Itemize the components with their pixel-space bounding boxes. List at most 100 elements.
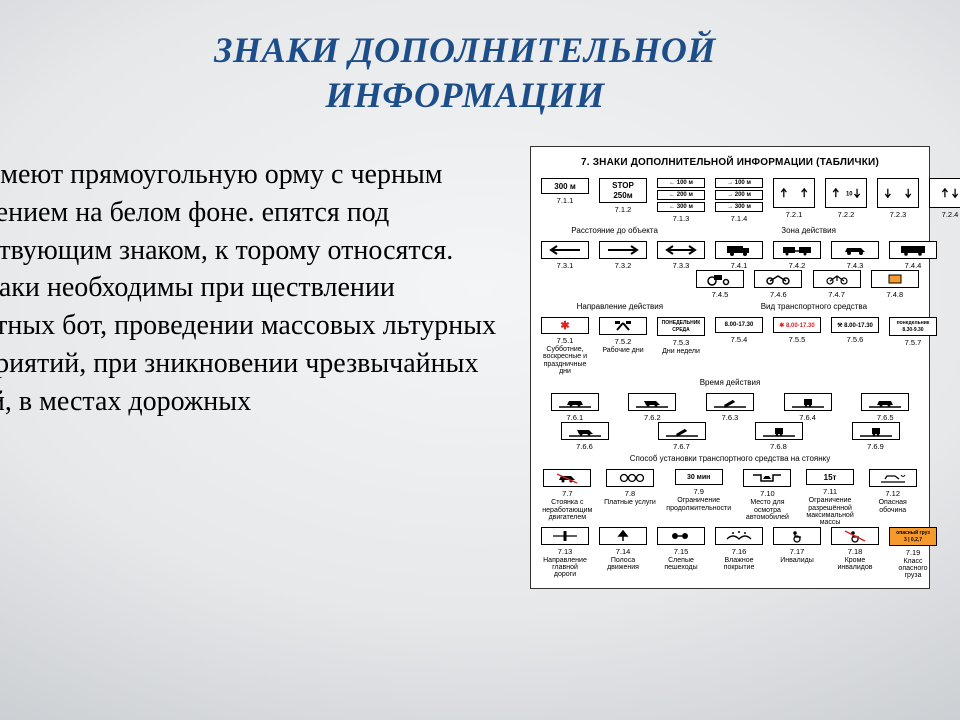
sign-plate <box>606 469 654 487</box>
sign-code: 7.4.3 <box>847 261 864 270</box>
sign-plate <box>599 527 647 545</box>
svg-text:10: 10 <box>846 192 853 198</box>
sign-code: 7.15 <box>674 547 689 556</box>
sign-cell: 7.4.7 <box>812 270 860 299</box>
sign-plate <box>877 178 919 208</box>
sign-code: 7.3.2 <box>615 261 632 270</box>
sign-code: 7.5.5 <box>789 335 806 344</box>
sign-code: 7.13 <box>558 547 573 556</box>
sign-plate <box>715 241 763 259</box>
sign-cell: 7.6.4 <box>774 393 842 422</box>
sign-cell: 7.18Кроме инвалидов <box>831 527 879 572</box>
sign-caption: Стоянка с неработающим двигателем <box>541 499 594 521</box>
sign-cell: 7.13Направление главной дороги <box>541 527 589 579</box>
section-label: Расстояние до объекта <box>541 226 688 235</box>
sign-code: 7.4.2 <box>789 261 806 270</box>
sign-cell: 7.2.4 <box>929 178 960 219</box>
body-paragraph: Имеют прямоугольную орму с черным ображе… <box>0 146 506 421</box>
sign-cell: 7.6.6 <box>541 422 628 451</box>
sign-plate <box>541 241 589 259</box>
sign-plate <box>813 270 861 288</box>
sign-code: 7.1.1 <box>557 196 574 205</box>
sign-plate: ← 100 м <box>657 178 705 188</box>
sign-code: 7.11 <box>823 487 837 496</box>
sign-cell: 7.4.6 <box>754 270 802 299</box>
sign-code: 7.6.4 <box>799 413 816 422</box>
sign-plate: → 200 м <box>715 190 763 200</box>
sign-row: 7.7Стоянка с неработающим двигателем7.8П… <box>541 469 919 526</box>
sign-code: 7.6.3 <box>722 413 739 422</box>
sign-plate <box>599 241 647 259</box>
sign-plate: 8.00-17.30 <box>715 317 763 333</box>
sign-plate: → 300 м <box>715 202 763 212</box>
sign-plate <box>861 393 909 411</box>
sign-row: 7.6.17.6.27.6.37.6.47.6.5 <box>541 393 919 422</box>
sign-caption: Направление главной дороги <box>541 557 589 579</box>
sign-cell: 7.4.2 <box>773 241 821 270</box>
sign-plate: 300 м <box>541 178 589 194</box>
sign-cell: STOP250м7.1.2 <box>599 178 647 214</box>
sign-cell: 7.15Слепые пешеходы <box>657 527 705 572</box>
sign-plate: ✱ <box>541 317 589 334</box>
sign-plate <box>852 422 900 440</box>
sign-cell: 7.3.1 <box>541 241 589 270</box>
sign-caption: Дни недели <box>662 348 700 355</box>
sign-cell: 7.16Влажное покрытие <box>715 527 763 572</box>
sign-cell: 7.6.7 <box>638 422 725 451</box>
sign-caption: Полоса движения <box>599 557 647 572</box>
sign-caption: Слепые пешеходы <box>657 557 705 572</box>
sign-caption: Инвалиды <box>780 557 814 564</box>
sign-plate <box>696 270 744 288</box>
sign-code: 7.2.4 <box>942 210 959 219</box>
sign-code: 7.5.3 <box>673 338 690 347</box>
sign-cell: 15т7.11Ограничение разрешённой максималь… <box>804 469 857 526</box>
sign-cell: 7.5.2Рабочие дни <box>599 317 647 354</box>
sign-cell: 7.6.8 <box>735 422 822 451</box>
sign-plate: ← 300 м <box>657 202 705 212</box>
sign-plate: ⚒ 8.00-17.30 <box>831 317 879 333</box>
sign-code: 7.5.1 <box>557 336 574 345</box>
sign-cell: ✱ 7.5.1Субботние, воскресные и праздничны… <box>541 317 589 375</box>
sign-code: 7.18 <box>848 547 863 556</box>
sign-code: 7.4.7 <box>828 290 845 299</box>
sign-row: 300 м 7.1.1 STOP250м7.1.2 ← 100 м ← 200 м ← 3… <box>541 178 919 223</box>
sign-code: 7.3.1 <box>557 261 574 270</box>
sign-plate <box>831 527 879 545</box>
sign-code: 7.4.6 <box>770 290 787 299</box>
sign-cell: 7.6.1 <box>541 393 609 422</box>
sign-cell: 7.4.8 <box>871 270 919 299</box>
sign-plate <box>561 422 609 440</box>
sign-plate <box>541 527 589 545</box>
sign-caption: Влажное покрытие <box>715 557 763 572</box>
sign-cell: 7.2.3 <box>877 178 919 219</box>
sign-plate: ← 200 м <box>657 190 705 200</box>
sign-plate <box>743 469 791 487</box>
sign-code: 7.5.2 <box>615 337 632 346</box>
sign-code: 7.5.6 <box>847 335 864 344</box>
sign-code: 7.3.3 <box>673 261 690 270</box>
section-label: Зона действия <box>698 226 919 235</box>
title-line-1: ЗНАКИ ДОПОЛНИТЕЛЬНОЙ <box>214 30 716 70</box>
content-row: Имеют прямоугольную орму с черным ображе… <box>0 146 930 589</box>
sign-plate <box>628 393 676 411</box>
sign-row: 7.4.5 7.4.6 7.4.7 7.4.8 <box>541 270 919 299</box>
sheet-title: 7. ЗНАКИ ДОПОЛНИТЕЛЬНОЙ ИНФОРМАЦИИ (ТАБЛ… <box>541 157 919 168</box>
sign-cell: ← 100 м ← 200 м ← 300 м 7.1.3 <box>657 178 705 223</box>
slide-title: ЗНАКИ ДОПОЛНИТЕЛЬНОЙ ИНФОРМАЦИИ <box>0 28 930 118</box>
sign-plate <box>755 422 803 440</box>
sign-code: 7.5.4 <box>731 335 748 344</box>
sign-plate: 15т <box>806 469 854 485</box>
sign-code: 7.19 <box>906 548 921 557</box>
sign-plate <box>773 527 821 545</box>
sign-plate <box>754 270 802 288</box>
sign-plate: 10 <box>825 178 867 208</box>
sign-code: 7.6.7 <box>673 442 690 451</box>
sign-code: 7.6.2 <box>644 413 661 422</box>
sign-code: 7.2.2 <box>838 210 855 219</box>
sign-code: 7.4.5 <box>712 290 729 299</box>
sign-code: 7.1.3 <box>673 214 690 223</box>
sign-caption: Субботние, воскресные и праздничные дни <box>541 346 589 375</box>
sign-plate <box>551 393 599 411</box>
sign-cell: 7.2.1 <box>773 178 815 219</box>
sign-code: 7.6.8 <box>770 442 787 451</box>
